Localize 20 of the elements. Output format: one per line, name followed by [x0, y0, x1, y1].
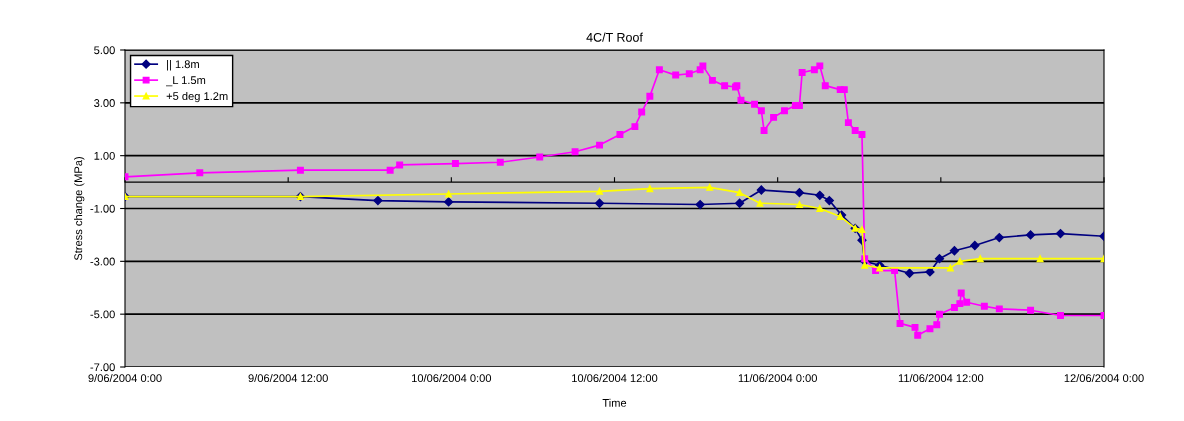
x-axis-title: Time [602, 398, 627, 407]
x-tick-label: 12/06/2004 0:00 [1064, 373, 1144, 383]
y-tick-label: -7.00 [90, 363, 115, 372]
y-tick-label: -3.00 [90, 257, 115, 266]
legend-label: +5 deg 1.2m [166, 91, 228, 103]
y-tick-label: -1.00 [90, 204, 115, 213]
x-tick-label: 9/06/2004 0:00 [88, 373, 162, 383]
y-tick-label: 5.00 [94, 46, 115, 55]
y-tick-label: 1.00 [94, 151, 115, 160]
x-tick-label: 10/06/2004 0:00 [412, 373, 492, 383]
x-tick-label: 11/06/2004 12:00 [898, 373, 984, 383]
chart-title: 4C/T Roof [586, 32, 643, 42]
legend-label: _L 1.5m [165, 76, 206, 87]
x-tick-label: 10/06/2004 12:00 [572, 373, 658, 383]
y-tick-label: -5.00 [90, 310, 115, 319]
x-tick-label: 9/06/2004 12:00 [248, 373, 328, 383]
y-tick-label: 3.00 [94, 99, 115, 107]
legend-label: || 1.8m [167, 60, 199, 71]
y-axis-title: Stress change (MPa) [74, 157, 85, 261]
x-tick-label: 11/06/2004 0:00 [738, 373, 817, 383]
